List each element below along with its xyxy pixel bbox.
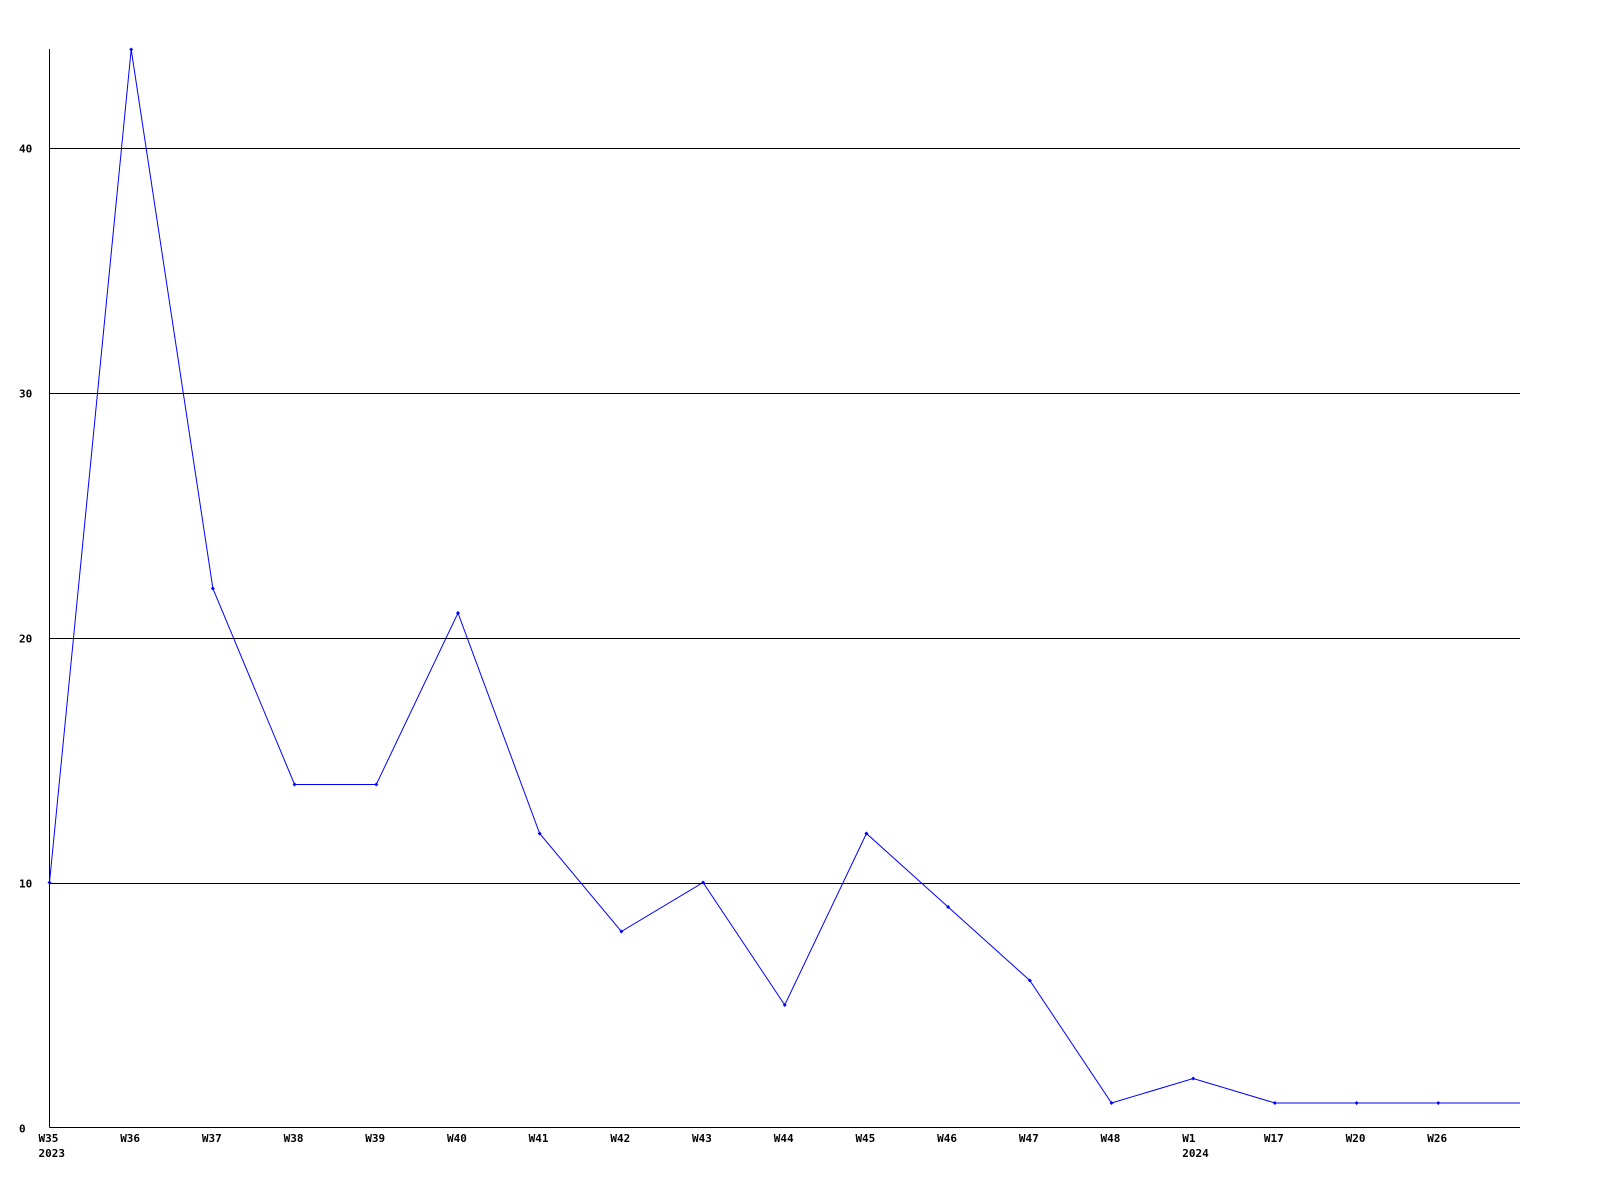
data-point bbox=[864, 831, 869, 836]
data-point bbox=[782, 1003, 787, 1007]
series-line bbox=[49, 49, 1520, 1104]
x-tick-label: W41 bbox=[529, 1132, 549, 1145]
data-point bbox=[455, 611, 460, 615]
x-tick-label: W26 bbox=[1427, 1132, 1447, 1145]
y-tick-label: 10 bbox=[19, 878, 32, 891]
x-tick-label: W45 bbox=[855, 1132, 875, 1145]
x-year-label: 2023 bbox=[39, 1147, 66, 1160]
data-point bbox=[374, 782, 379, 787]
data-point bbox=[47, 880, 52, 885]
x-tick-label: W42 bbox=[610, 1132, 630, 1145]
data-point bbox=[1027, 978, 1032, 983]
data-point bbox=[619, 929, 624, 934]
x-tick-label: W48 bbox=[1101, 1132, 1121, 1145]
y-tick-label: 30 bbox=[19, 388, 32, 401]
x-year-label: 2024 bbox=[1182, 1147, 1209, 1160]
x-tick-label: W40 bbox=[447, 1132, 467, 1145]
data-point bbox=[1109, 1101, 1114, 1105]
gridlines bbox=[49, 148, 1520, 884]
x-tick-label: W35 bbox=[39, 1132, 59, 1145]
x-axis-ticks: W35 W36 W37 W38 W39 W40 W41 W42 W43 W44 W45 W46 W47 W… bbox=[39, 1132, 1448, 1160]
data-point bbox=[292, 782, 297, 787]
x-tick-label: W37 bbox=[202, 1132, 222, 1145]
x-tick-label: W38 bbox=[284, 1132, 304, 1145]
data-point bbox=[1436, 1101, 1441, 1105]
data-point bbox=[1272, 1101, 1277, 1105]
data-point bbox=[129, 47, 134, 52]
data-point bbox=[1354, 1101, 1359, 1105]
y-axis-ticks: 0 10 20 30 40 bbox=[19, 143, 32, 1136]
x-tick-label: W17 bbox=[1264, 1132, 1284, 1145]
y-tick-label: 20 bbox=[19, 633, 32, 646]
x-tick-label: W46 bbox=[937, 1132, 957, 1145]
x-tick-label: W1 bbox=[1182, 1132, 1196, 1145]
data-point bbox=[537, 831, 542, 836]
x-tick-label: W47 bbox=[1019, 1132, 1039, 1145]
data-point bbox=[210, 586, 215, 591]
x-tick-label: W36 bbox=[120, 1132, 140, 1145]
x-tick-label: W20 bbox=[1346, 1132, 1366, 1145]
data-point bbox=[1191, 1076, 1196, 1081]
x-tick-label: W39 bbox=[365, 1132, 385, 1145]
series bbox=[47, 47, 1520, 1105]
data-point bbox=[701, 880, 706, 885]
x-tick-label: W44 bbox=[774, 1132, 794, 1145]
y-tick-label: 40 bbox=[19, 143, 32, 156]
data-point bbox=[946, 905, 951, 909]
x-tick-label: W43 bbox=[692, 1132, 712, 1145]
y-tick-label: 0 bbox=[19, 1123, 26, 1136]
